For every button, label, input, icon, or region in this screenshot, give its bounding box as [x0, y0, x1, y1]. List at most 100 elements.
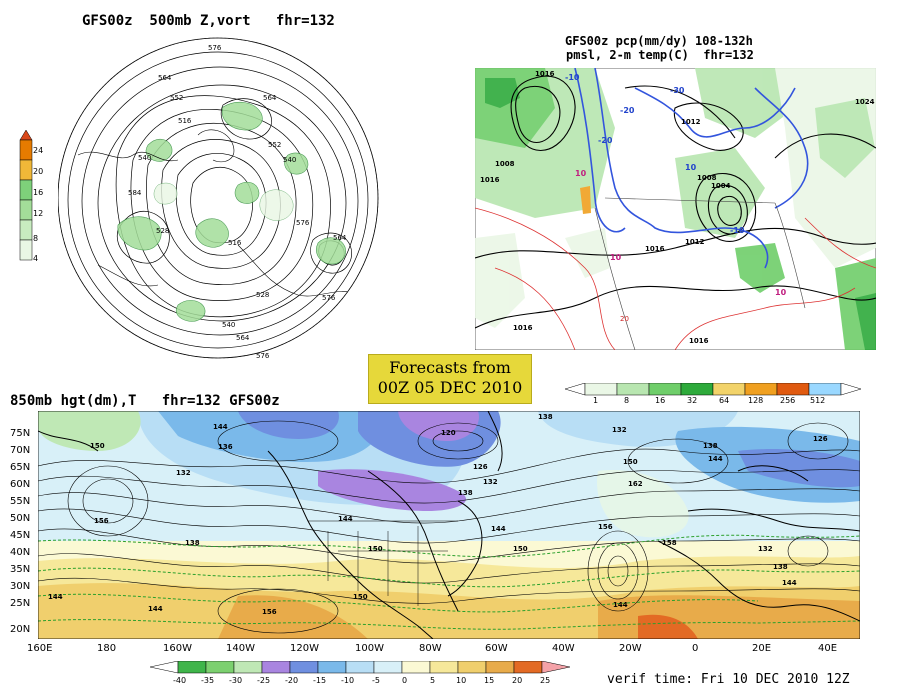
polar-cb-label: 8 [33, 234, 39, 243]
polar-cb-label: 20 [33, 167, 44, 176]
lon-label: 20W [619, 643, 642, 654]
hgt850-contour-label: 144 [613, 601, 628, 609]
hgt850-contour-label: 144 [708, 455, 723, 463]
hgt850-contour-label: 156 [94, 517, 109, 525]
hgt850-contour-label: 150 [623, 458, 638, 466]
polar-contour-label: 516 [228, 239, 242, 247]
lat-label: 65N [10, 462, 31, 473]
hgt850-contour-label: 162 [628, 480, 643, 488]
hgt850-contour-label: 144 [148, 605, 163, 613]
pmsl-contour-label: 1012 [685, 238, 705, 246]
lat-label: 60N [10, 479, 31, 490]
polar-contour-label: 540 [222, 321, 235, 329]
hgt850-contour-label: 132 [176, 469, 191, 477]
lat-label: 35N [10, 564, 31, 575]
hgt850-map: 150 144 136 132 156 138 144 150 144 144 … [38, 411, 860, 639]
lon-label: 40E [818, 643, 838, 654]
hgt850-contour-label: 144 [48, 593, 63, 601]
polar-map: 576 564 552 516 540 564 528 540 552 576 … [58, 37, 379, 360]
hgt850-contour-label: 126 [813, 435, 828, 443]
lat-label: 45N [10, 530, 31, 541]
polar-cb-label: 16 [33, 188, 44, 197]
hgt850-contour-label: 144 [782, 579, 797, 587]
polar-panel-title: GFS00z 500mb Z,vort fhr=132 [82, 13, 335, 29]
lat-label: 75N [10, 428, 31, 439]
hgt850-contour-label: 136 [218, 443, 233, 451]
lon-label: 0 [692, 643, 699, 654]
hgt850-contour-label: 150 [90, 442, 105, 450]
pmsl-contour-label: 10 [775, 288, 787, 297]
hgt850-contour-label: 144 [213, 423, 228, 431]
hgt850-cb-label: 20 [512, 676, 523, 685]
hgt850-contour-label: 132 [612, 426, 627, 434]
polar-cb-label: 12 [33, 209, 44, 218]
pmsl-contour-label: -10 [730, 226, 745, 235]
pmsl-title-line1: GFS00z pcp(mm/dy) 108-132h [565, 34, 753, 48]
hgt850-contour-label: 138 [185, 539, 200, 547]
lon-label: 140W [226, 643, 255, 654]
lon-label: 100W [355, 643, 384, 654]
polar-contour-label: 576 [322, 294, 336, 302]
pmsl-contour-label: -10 [565, 73, 580, 82]
pmsl-contour-label: 1016 [480, 176, 500, 184]
forecast-init-box: Forecasts from 00Z 05 DEC 2010 [368, 354, 532, 404]
hgt850-contour-label: 150 [513, 545, 528, 553]
pmsl-contour-label: 1008 [697, 174, 717, 182]
pmsl-cb-label: 1 [593, 396, 599, 405]
polar-cb-label: 4 [33, 254, 39, 263]
polar-contour-label: 564 [263, 94, 277, 102]
lon-label: 120W [290, 643, 319, 654]
lat-label: 70N [10, 445, 31, 456]
lon-label: 20E [752, 643, 772, 654]
pmsl-colorbar [565, 383, 862, 396]
hgt850-contour-label: 144 [491, 525, 506, 533]
polar-contour-label: 552 [170, 94, 183, 102]
lon-label: 80W [419, 643, 442, 654]
pmsl-contour-label: 10 [685, 163, 697, 172]
hgt850-cb-label: 10 [456, 676, 467, 685]
polar-contour-label: 576 [296, 219, 310, 227]
polar-contour-label: 564 [158, 74, 172, 82]
hgt850-contour-label: 126 [473, 463, 488, 471]
hgt850-cb-label: -30 [229, 676, 243, 685]
pmsl-contour-label: -30 [670, 86, 685, 95]
forecast-line2: 00Z 05 DEC 2010 [377, 378, 523, 397]
hgt850-cb-label: -15 [313, 676, 327, 685]
pmsl-title-line2: pmsl, 2-m temp(C) fhr=132 [566, 48, 754, 62]
verif-time: verif time: Fri 10 DEC 2010 12Z [607, 672, 850, 687]
pmsl-contour-label: 1016 [535, 70, 555, 78]
lat-label: 40N [10, 547, 31, 558]
hgt850-cb-label: -5 [372, 676, 380, 685]
lat-label: 20N [10, 624, 31, 635]
hgt850-cb-label: 25 [540, 676, 551, 685]
hgt850-contour-label: 156 [262, 608, 277, 616]
polar-contour-label: 540 [138, 154, 151, 162]
polar-colorbar [19, 130, 33, 261]
lat-label: 55N [10, 496, 31, 507]
hgt850-cb-label: 0 [402, 676, 408, 685]
hgt850-contour-label: 150 [368, 545, 383, 553]
lon-label: 180 [97, 643, 117, 654]
lat-label: 30N [10, 581, 31, 592]
hgt850-colorbar [150, 661, 571, 674]
hgt850-contour-label: 120 [441, 429, 456, 437]
pmsl-contour-label: 1016 [513, 324, 533, 332]
polar-contour-label: 576 [208, 44, 222, 52]
pmsl-cb-label: 16 [655, 396, 666, 405]
hgt850-contour-label: 138 [703, 442, 718, 450]
polar-contour-label: 528 [256, 291, 269, 299]
hgt850-contour-label: 132 [483, 478, 498, 486]
hgt850-contour-label: 150 [353, 593, 368, 601]
hgt850-contour-label: 158 [662, 539, 677, 547]
pmsl-cb-label: 256 [780, 396, 796, 405]
hgt850-cb-label: -40 [173, 676, 187, 685]
polar-contour-label: 552 [268, 141, 281, 149]
polar-contour-label: 576 [256, 352, 270, 360]
polar-contour-label: 564 [333, 234, 347, 242]
lon-label: 160W [163, 643, 192, 654]
hgt850-contour-label: 138 [773, 563, 788, 571]
hgt850-cb-label: -10 [341, 676, 355, 685]
lat-label: 25N [10, 598, 31, 609]
pmsl-contour-label: 1024 [855, 98, 875, 106]
hgt850-contour-label: 138 [538, 413, 553, 421]
